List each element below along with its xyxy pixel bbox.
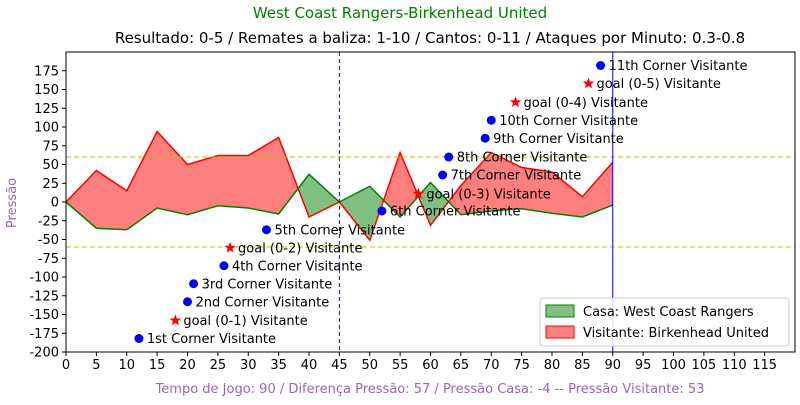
y-axis-label: Pressão	[5, 178, 20, 228]
goal-label: goal (0-4) Visitante	[524, 96, 648, 111]
goal-label: goal (0-3) Visitante	[426, 187, 550, 202]
corner-label: 3rd Corner Visitante	[202, 277, 333, 292]
corner-marker	[377, 206, 387, 216]
goal-label: goal (0-2) Visitante	[238, 241, 362, 256]
plot-frame	[65, 51, 796, 353]
y-tick-label: -200	[29, 346, 59, 361]
corner-label: 6th Corner Visitante	[390, 205, 521, 220]
goal-label: goal (0-5) Visitante	[596, 77, 720, 92]
corner-label: 2nd Corner Visitante	[196, 295, 330, 310]
y-tick-label: -175	[29, 327, 59, 342]
chart-subtitle: Resultado: 0-5 / Remates a baliza: 1-10 …	[115, 29, 745, 47]
y-tick-label: 125	[34, 102, 59, 117]
y-tick-label: 0	[51, 196, 59, 211]
corner-label: 1st Corner Visitante	[147, 332, 276, 347]
home-area	[430, 182, 449, 226]
y-tick-label: 50	[42, 158, 59, 173]
y-tick-label: -25	[38, 214, 59, 229]
home-area	[309, 174, 340, 217]
x-tick-label: 60	[422, 358, 439, 373]
x-tick-label: 30	[240, 358, 257, 373]
legend-label-away: Visitante: Birkenhead United	[583, 326, 769, 341]
corner-label: 11th Corner Visitante	[609, 59, 748, 74]
y-tick-label: -150	[29, 308, 59, 323]
y-tick-label: 100	[34, 121, 59, 136]
goal-label: goal (0-1) Visitante	[183, 314, 307, 329]
y-tick-label: -75	[38, 252, 59, 267]
corner-label: 10th Corner Visitante	[499, 114, 638, 129]
corner-marker	[261, 225, 271, 235]
corner-marker	[189, 279, 199, 289]
x-axis-label: Tempo de Jogo: 90 / Diferença Pressão: 5…	[155, 382, 705, 397]
y-tick-label: 75	[42, 139, 59, 154]
goal-marker	[224, 241, 236, 253]
corner-label: 9th Corner Visitante	[493, 132, 624, 147]
corner-marker	[596, 61, 606, 70]
legend-box	[539, 297, 790, 347]
x-tick-label: 0	[62, 358, 70, 373]
x-tick-label: 55	[392, 358, 409, 373]
y-tick-label: 150	[34, 83, 59, 98]
x-tick-label: 110	[722, 358, 747, 373]
home-area	[339, 186, 370, 241]
corner-label: 4th Corner Visitante	[232, 259, 363, 274]
goal-marker	[169, 314, 182, 326]
x-tick-label: 45	[331, 358, 348, 373]
x-tick-label: 115	[752, 358, 777, 373]
goal-marker	[582, 77, 595, 89]
corner-marker	[134, 334, 144, 343]
goal-marker	[509, 96, 522, 108]
x-tick-label: 50	[361, 358, 378, 373]
corner-marker	[486, 115, 496, 125]
y-tick-label: -125	[29, 289, 59, 304]
corner-marker	[438, 170, 448, 180]
chart-title: West Coast Rangers-Birkenhead United	[253, 4, 547, 22]
legend-label-home: Casa: West Coast Rangers	[583, 305, 754, 320]
y-tick-label: -100	[29, 271, 59, 286]
x-tick-label: 75	[513, 358, 530, 373]
x-tick-label: 15	[149, 358, 166, 373]
x-tick-label: 95	[635, 358, 652, 373]
y-tick-label: -50	[38, 233, 59, 248]
x-tick-label: 80	[544, 358, 561, 373]
x-tick-label: 40	[301, 358, 318, 373]
x-tick-label: 20	[179, 358, 196, 373]
x-tick-label: 10	[118, 358, 135, 373]
x-tick-label: 90	[604, 358, 621, 373]
y-tick-label: 25	[42, 177, 59, 192]
x-tick-label: 25	[210, 358, 227, 373]
corner-marker	[444, 152, 454, 162]
legend-swatch-home	[545, 304, 575, 318]
x-tick-label: 35	[270, 358, 287, 373]
home-area	[369, 186, 384, 241]
x-tick-label: 85	[574, 358, 591, 373]
x-tick-label: 70	[483, 358, 500, 373]
corner-marker	[480, 133, 490, 143]
legend: Casa: West Coast Rangers Visitante: Birk…	[539, 297, 790, 347]
plot-area: -200-175-150-125-100-75-50-2502550751001…	[29, 52, 795, 373]
x-tick-label: 5	[92, 358, 100, 373]
x-tick-label: 105	[691, 358, 716, 373]
goal-marker	[412, 187, 425, 199]
corner-marker	[219, 261, 229, 271]
x-tick-label: 100	[661, 358, 686, 373]
x-tick-label: 65	[453, 358, 470, 373]
corner-label: 7th Corner Visitante	[451, 169, 582, 184]
corner-label: 8th Corner Visitante	[457, 151, 588, 166]
legend-swatch-away	[545, 325, 575, 339]
y-tick-label: 175	[34, 64, 59, 79]
corner-marker	[183, 297, 192, 307]
corner-label: 5th Corner Visitante	[274, 223, 405, 238]
